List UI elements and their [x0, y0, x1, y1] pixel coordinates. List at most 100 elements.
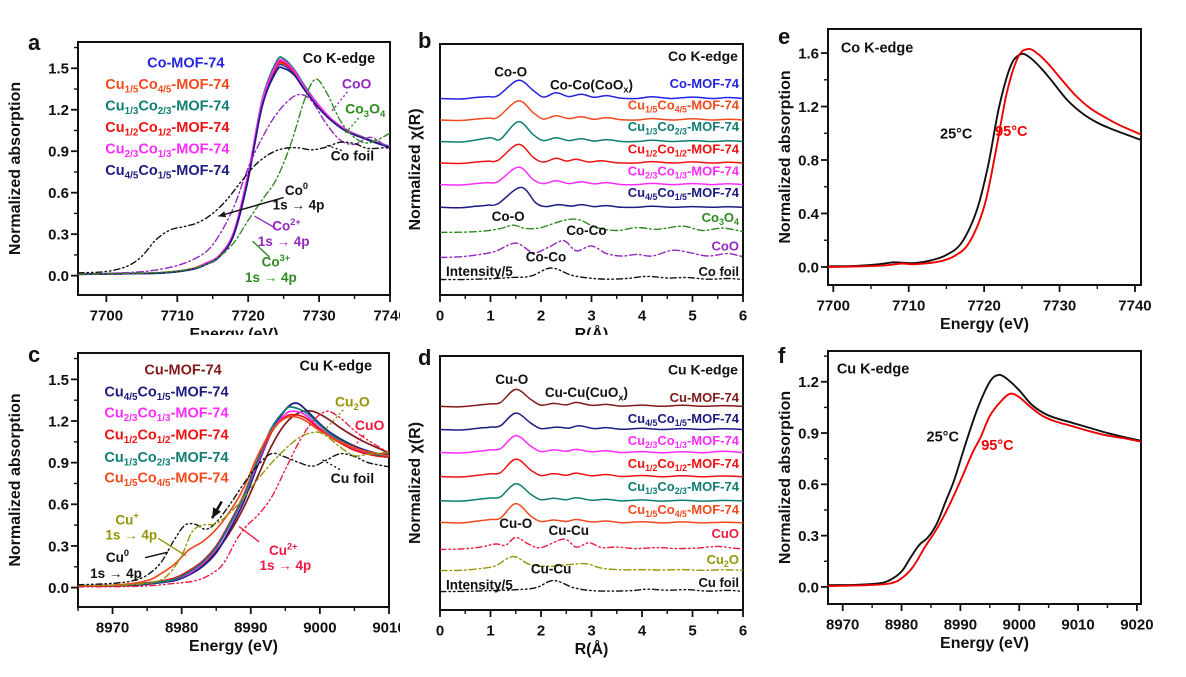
- x-tick-label: 3: [587, 622, 595, 639]
- annotation: Cu2/3Co1/3-MOF-74: [628, 163, 740, 180]
- plot-frame: [827, 350, 1142, 605]
- y-axis-label: Normalized χ(R): [407, 422, 424, 544]
- annotation: Co3O4: [702, 210, 739, 227]
- series-25-c: [828, 373, 1141, 587]
- x-tick-label: 0: [436, 622, 444, 639]
- series-co-foil: [78, 141, 390, 274]
- annotation: Co3O4: [345, 100, 386, 119]
- panel-letter: d: [418, 345, 431, 370]
- annotation: Co K-edge: [303, 51, 376, 67]
- leader-line: [218, 196, 284, 217]
- y-tick-label: 1.2: [798, 374, 819, 391]
- panel-a: 7700 7710 7720 7730 7740 0.0 0.3 0.6 0.9 1.2 1.5 En…: [0, 0, 407, 343]
- annotation: Cu-O: [495, 372, 528, 387]
- y-tick-label: 0.6: [48, 185, 69, 202]
- annotation: Cu4/5Co1/5-MOF-74: [104, 385, 228, 404]
- panel-b: 0 1 2 3 4 5 6 R(Å) Normalized χ(R) b Co K-edge Co-O…: [400, 0, 785, 343]
- annotation: Cu2O: [335, 394, 370, 413]
- annotation: Cu1/2Co1/2-MOF-74: [105, 120, 229, 139]
- y-tick-label: 1.2: [48, 102, 69, 119]
- x-tick-label: 7710: [161, 307, 194, 324]
- annotation: 1s → 4p: [258, 234, 310, 249]
- annotation: Cu K-edge: [837, 361, 910, 377]
- annotation: Cu-Cu(CuOx): [545, 385, 628, 402]
- series-cu1-5co4-5-mof-74: [440, 502, 743, 524]
- annotation: Co K-edge: [668, 48, 738, 64]
- y-tick-label: 1.5: [48, 61, 69, 78]
- panel-d: 0 1 2 3 4 5 6 R(Å) Normalized χ(R) d Cu K-edge Cu-O…: [400, 335, 785, 677]
- annotation: Cu1/3Co2/3-MOF-74: [628, 479, 740, 496]
- annotation: Cu K-edge: [300, 359, 373, 375]
- y-tick-label: 0.3: [48, 538, 69, 555]
- annotation: CoO: [712, 239, 739, 254]
- y-tick-label: 0.0: [798, 579, 819, 596]
- panel-b-chart: 0 1 2 3 4 5 6 R(Å) Normalized χ(R) b Co K-edge Co-O…: [407, 28, 747, 343]
- x-tick-label: 2: [537, 307, 545, 324]
- x-tick-label: 2: [537, 622, 545, 639]
- annotation: Cu-MOF-74: [670, 390, 740, 405]
- annotation: 95°C: [995, 124, 1028, 140]
- x-axis-label: Energy (eV): [940, 316, 1029, 333]
- annotation: Intensity/5: [446, 264, 513, 279]
- x-tick-label: 6: [739, 307, 747, 324]
- annotation: Cu1/3Co2/3-MOF-74: [628, 119, 740, 136]
- annotation: Co-Co: [526, 250, 567, 265]
- annotation: Cu1/5Co4/5-MOF-74: [104, 471, 228, 490]
- annotation: 1s → 4p: [90, 566, 142, 581]
- series-cuo: [440, 536, 743, 551]
- series-cuo: [78, 410, 389, 588]
- y-tick-label: 0.0: [798, 259, 819, 276]
- panel-e-chart: 7700 7710 7720 7730 7740 0.0 0.4 0.8 1.2 1.6 Energ…: [777, 24, 1152, 333]
- y-axis-label: Normalized χ(R): [407, 108, 424, 230]
- annotation: Co0: [285, 181, 308, 198]
- series-co3o4: [78, 78, 390, 275]
- x-tick-label: 8990: [234, 619, 267, 636]
- annotation: Cu2+: [269, 541, 297, 558]
- leader-line: [325, 144, 343, 152]
- annotation: Cu0: [106, 548, 129, 565]
- y-tick-label: 0.8: [798, 152, 819, 169]
- y-axis-label: Normalized absorption: [777, 391, 794, 564]
- annotation: Cu2/3Co1/3-MOF-74: [105, 142, 229, 161]
- series-cu1-3co2-3-mof-74: [440, 482, 743, 502]
- annotation: Cu1/2Co1/2-MOF-74: [628, 456, 740, 473]
- x-tick-label: 7720: [967, 297, 1000, 314]
- y-tick-label: 0.9: [798, 425, 819, 442]
- x-tick-label: 7740: [373, 307, 400, 324]
- panel-letter: a: [28, 30, 41, 55]
- x-tick-label: 4: [638, 307, 647, 324]
- x-tick-label: 6: [739, 622, 747, 639]
- annotation: 1s → 4p: [259, 558, 311, 573]
- plot-frame: [827, 28, 1142, 286]
- series-co3o4: [440, 218, 743, 234]
- panel-letter: f: [778, 343, 786, 368]
- series-co-mof-74: [440, 79, 743, 100]
- series-95-c: [828, 392, 1141, 588]
- panel-letter: b: [418, 28, 431, 53]
- panel-a-chart: 7700 7710 7720 7730 7740 0.0 0.3 0.6 0.9 1.2 1.5 En…: [7, 30, 407, 343]
- annotation: CuO: [712, 526, 739, 541]
- series-cu1-3co2-3-mof-74: [440, 120, 743, 143]
- y-tick-label: 1.6: [798, 45, 819, 62]
- y-tick-label: 1.2: [48, 413, 69, 430]
- annotation: 1s → 4p: [273, 197, 325, 212]
- y-tick-label: 0.6: [48, 497, 69, 514]
- x-axis-label: Energy (eV): [190, 326, 279, 335]
- y-tick-label: 0.6: [798, 477, 819, 494]
- series-cu-mof-74: [440, 388, 743, 408]
- annotation: Cu2O: [707, 552, 739, 569]
- annotation: Cu1/3Co2/3-MOF-74: [104, 450, 228, 469]
- annotation: Co-O: [494, 64, 527, 79]
- panel-c: 8970 8980 8990 9000 9010 0.0 0.3 0.6 0.9 1.2 1.5 En…: [0, 335, 406, 677]
- y-tick-label: 0.4: [798, 206, 820, 223]
- plot-frame: [77, 41, 391, 296]
- arrowhead: [212, 507, 221, 519]
- x-axis-label: Energy (eV): [940, 635, 1029, 652]
- y-tick-label: 0.0: [48, 580, 69, 597]
- annotation: Cu+: [115, 511, 138, 528]
- x-tick-label: 4: [638, 622, 647, 639]
- annotation: Co foil: [331, 147, 375, 163]
- x-tick-label: 1: [486, 622, 494, 639]
- x-tick-label: 9020: [1120, 616, 1153, 633]
- x-tick-label: 7730: [1043, 297, 1076, 314]
